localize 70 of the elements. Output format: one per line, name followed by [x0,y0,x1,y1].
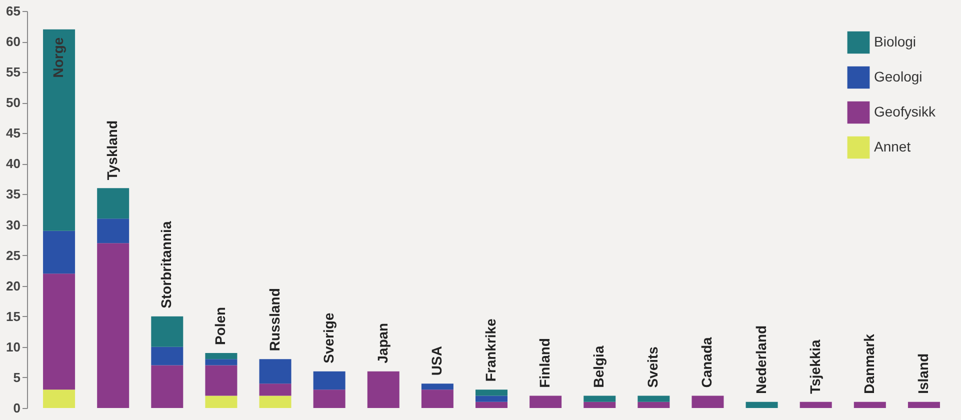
y-tick-label: 25 [6,248,20,263]
bar [259,384,292,396]
bar [638,402,670,408]
y-tick-label: 30 [6,217,20,232]
x-tick-label: Storbritannia [158,221,174,308]
x-tick-label: Finland [536,338,553,388]
x-tick-label: Japan [374,322,390,364]
x-tick-label: Danmark [860,334,877,394]
bar [584,396,616,402]
x-tick-label: Polen [212,306,228,346]
bar [908,402,940,408]
y-tick-label: 20 [6,278,20,294]
bar [638,396,670,402]
x-tick-label: Tsjekkia [806,339,823,394]
bar [43,29,76,231]
bar [313,390,346,408]
legend-label: Geologi [874,68,922,84]
bar [530,396,562,408]
x-tick-label: USA [428,346,444,376]
bar [151,365,184,408]
bar [854,402,886,408]
bar [421,390,454,408]
bar [97,218,130,244]
bar [151,316,184,347]
legend-label: Annet [874,138,911,154]
bar [800,402,832,408]
bar [421,384,454,390]
y-tick-label: 35 [6,186,20,202]
bar [476,396,508,402]
y-tick-label: 40 [6,156,20,172]
y-tick-label: 0 [13,400,20,416]
bar [692,396,724,408]
y-tick-label: 55 [6,64,20,80]
x-tick-label: Sveits [644,346,661,388]
x-tick-label: Nederland [752,325,769,394]
x-tick-label: Norge [50,37,66,78]
bar [259,359,292,384]
y-tick-label: 15 [6,308,20,324]
bar [151,346,184,366]
bar [205,365,238,396]
bar [43,274,76,390]
legend-label: Biologi [874,34,916,50]
bar [205,353,238,360]
bar [367,371,400,408]
x-tick-label: Belgia [590,346,607,388]
legend-label: Geofysikk [874,104,936,120]
bar [584,402,616,408]
x-tick-label: Russland [266,288,282,352]
bar [476,402,508,408]
bar [313,371,346,390]
bar [205,359,238,366]
y-tick-label: 10 [6,339,20,354]
bar [43,230,76,274]
bar [97,188,130,219]
bar [259,396,292,408]
bar [205,396,238,408]
x-tick-label: Frankrike [482,318,498,382]
bar [476,390,508,396]
y-tick-label: 65 [6,4,20,18]
y-tick-label: 5 [13,370,20,385]
x-tick-label: Island [914,353,931,394]
x-tick-label: Sverige [320,312,336,364]
x-tick-label: Canada [698,337,715,388]
bar [97,243,130,408]
y-tick-label: 50 [6,95,20,110]
y-tick-label: 45 [6,126,20,141]
y-tick-label: 60 [6,34,20,50]
bar [746,402,778,408]
bar [43,390,76,408]
x-tick-label: Tyskland [104,120,120,180]
